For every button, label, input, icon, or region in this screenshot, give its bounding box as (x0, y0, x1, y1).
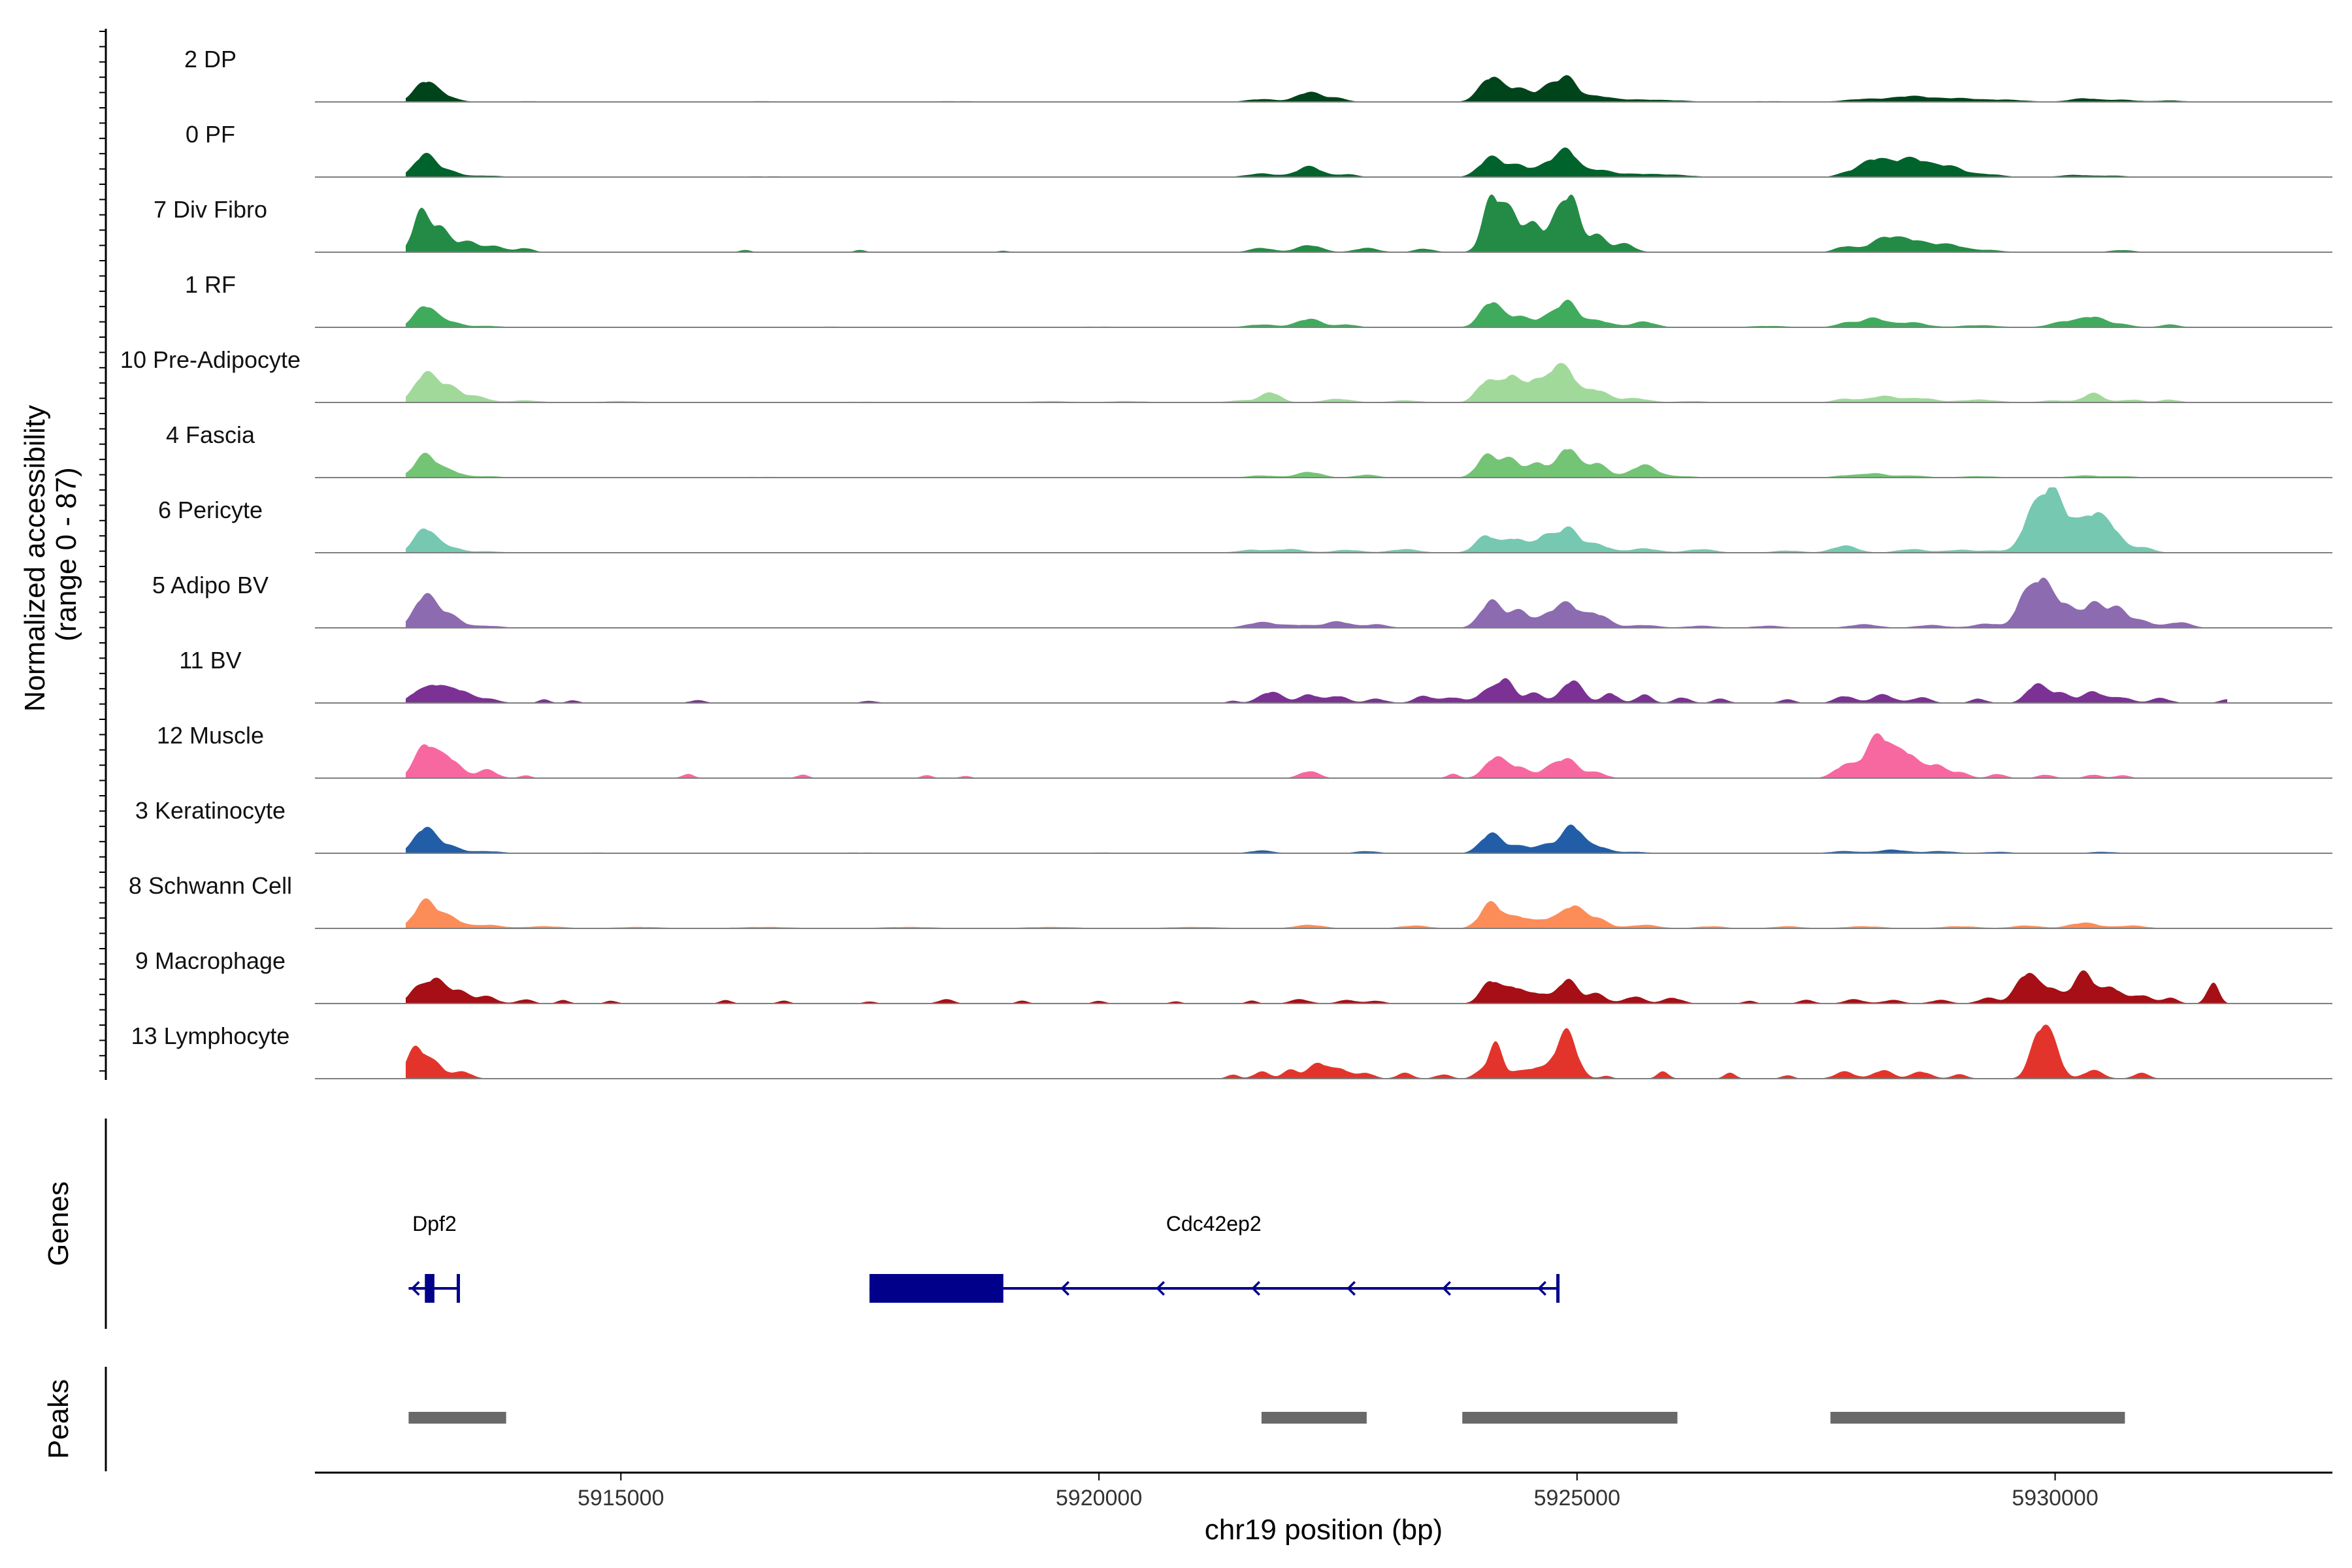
peak-region (1462, 1412, 1678, 1424)
y-axis-title: Normalized accessibility (range 0 - 87) (19, 397, 82, 712)
coverage-tracks: 2 DP 0 PF 7 Div Fibro 1 RF 10 Pre-Adipocyte 4… (120, 46, 2332, 1079)
track-label: 7 Div Fibro (154, 196, 267, 223)
gene-exon (869, 1274, 1004, 1303)
coverage-area (406, 449, 2227, 478)
coverage-area (406, 898, 2227, 928)
track-label: 13 Lymphocyte (131, 1022, 290, 1049)
peaks-track-title: Peaks (42, 1379, 74, 1459)
peak-region (1830, 1412, 2125, 1424)
track-13-lymphocyte: 13 Lymphocyte (131, 1022, 2332, 1079)
track-1-rf: 1 RF (185, 271, 2332, 328)
y-axis-frame (99, 29, 107, 1080)
strand-arrow (1347, 1281, 1356, 1296)
track-label: 0 PF (186, 121, 235, 148)
gene-cdc42ep2: Cdc42ep2 (869, 1212, 1560, 1303)
y-axis-title-line2: (range 0 - 87) (50, 467, 82, 642)
track-3-keratinocyte: 3 Keratinocyte (135, 797, 2332, 854)
coverage-area (406, 578, 2227, 628)
gene-annotation-track: Dpf2 Cdc42ep2 (105, 1119, 1560, 1329)
peak-track (105, 1367, 2125, 1471)
coverage-area (406, 1024, 2227, 1079)
track-label: 10 Pre-Adipocyte (120, 346, 301, 373)
coverage-area (406, 970, 2227, 1004)
coverage-area (406, 487, 2227, 553)
track-0-pf: 0 PF (186, 121, 2332, 178)
track-label: 3 Keratinocyte (135, 797, 286, 824)
track-5-adipo-bv: 5 Adipo BV (152, 572, 2332, 629)
track-label: 9 Macrophage (135, 947, 286, 974)
genes-track-title: Genes (42, 1181, 74, 1266)
strand-arrow (1156, 1281, 1165, 1296)
track-label: 5 Adipo BV (152, 572, 269, 598)
track-label: 11 BV (179, 647, 241, 674)
track-11-bv: 11 BV (179, 647, 2332, 704)
track-6-pericyte: 6 Pericyte (158, 487, 2332, 553)
track-label: 4 Fascia (166, 421, 255, 448)
x-tick-label: 5920000 (1056, 1486, 1142, 1511)
track-label: 1 RF (185, 271, 236, 298)
track-label: 2 DP (184, 46, 237, 73)
strand-arrow (1537, 1281, 1546, 1296)
gene-label: Cdc42ep2 (1166, 1212, 1262, 1235)
track-4-fascia: 4 Fascia (166, 421, 2332, 478)
gene-label: Dpf2 (412, 1212, 457, 1235)
track-2-dp: 2 DP (184, 46, 2332, 103)
coverage-area (406, 75, 2227, 102)
coverage-area (406, 363, 2227, 402)
coverage-area (406, 733, 2227, 778)
strand-arrow (1442, 1281, 1451, 1296)
x-axis: 5915000 5920000 5925000 5930000 (315, 1471, 2332, 1511)
track-12-muscle: 12 Muscle (157, 722, 2332, 779)
gene-exon (425, 1274, 434, 1303)
gene-dpf2: Dpf2 (408, 1212, 461, 1303)
track-8-schwann-cell: 8 Schwann Cell (129, 872, 2332, 929)
track-7-div-fibro: 7 Div Fibro (154, 194, 2332, 253)
y-axis-title-line1: Normalized accessibility (19, 405, 51, 711)
track-label: 12 Muscle (157, 722, 264, 749)
peak-region (408, 1412, 506, 1424)
track-label: 8 Schwann Cell (129, 872, 292, 899)
strand-arrow (1251, 1281, 1260, 1296)
track-9-macrophage: 9 Macrophage (135, 947, 2332, 1004)
coverage-area (406, 825, 2227, 853)
x-tick-label: 5930000 (2012, 1486, 2098, 1511)
peak-region (1261, 1412, 1367, 1424)
x-axis-title: chr19 position (bp) (1205, 1514, 1443, 1546)
x-tick-label: 5925000 (1534, 1486, 1620, 1511)
strand-arrow (1060, 1281, 1070, 1296)
x-tick-label: 5915000 (578, 1486, 664, 1511)
coverage-area (406, 147, 2227, 177)
coverage-area (406, 299, 2227, 327)
strand-arrow (410, 1281, 420, 1296)
track-label: 6 Pericyte (158, 497, 263, 523)
coverage-area (406, 678, 2227, 703)
coverage-area (406, 194, 2227, 252)
track-10-pre-adipocyte: 10 Pre-Adipocyte (120, 346, 2332, 403)
